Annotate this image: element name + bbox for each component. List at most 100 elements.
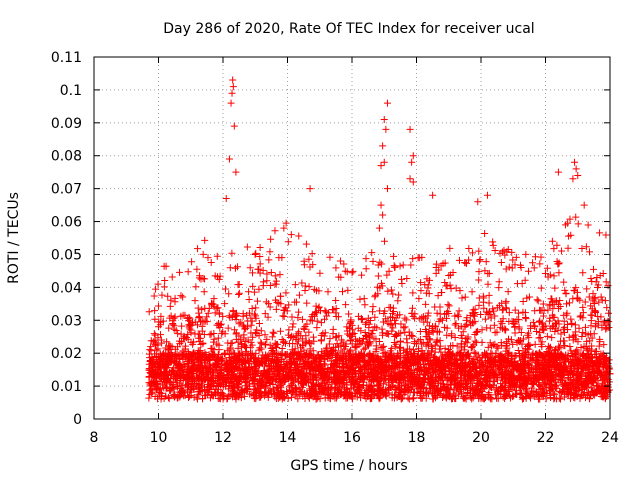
data-point [422, 300, 430, 308]
data-point [312, 374, 320, 382]
data-point [416, 335, 424, 343]
data-point [518, 279, 526, 287]
data-point [472, 385, 480, 393]
data-point [475, 395, 483, 403]
data-point [169, 319, 177, 327]
data-point [297, 363, 305, 371]
data-point [458, 356, 466, 364]
data-point [147, 343, 155, 351]
data-point [175, 355, 183, 363]
data-point [257, 338, 265, 346]
data-point [534, 297, 542, 305]
data-point [302, 369, 310, 377]
data-point [176, 376, 184, 384]
data-point [380, 237, 388, 245]
data-point [178, 381, 186, 389]
data-point [556, 337, 564, 345]
data-point [238, 343, 246, 351]
data-point [493, 388, 501, 396]
data-point [396, 311, 404, 319]
data-point [296, 387, 304, 395]
data-point [395, 389, 403, 397]
data-point [276, 292, 284, 300]
data-point [348, 393, 356, 401]
data-point [441, 259, 449, 267]
data-point [515, 316, 523, 324]
data-point [150, 330, 158, 338]
data-point [538, 325, 546, 333]
data-point [425, 290, 433, 298]
data-point [289, 320, 297, 328]
data-point [371, 313, 379, 321]
data-point [434, 292, 442, 300]
data-point [204, 254, 212, 262]
data-point [425, 375, 433, 383]
data-point [547, 343, 555, 351]
data-point [544, 306, 552, 314]
data-point [461, 293, 469, 301]
data-point [321, 307, 329, 315]
data-point [156, 361, 164, 369]
data-point [389, 355, 397, 363]
data-point [476, 256, 484, 264]
data-point [171, 313, 179, 321]
data-point [302, 240, 310, 248]
data-point [451, 321, 459, 329]
data-point [369, 257, 377, 265]
data-point [245, 288, 253, 296]
data-point [561, 328, 569, 336]
data-point [178, 322, 186, 330]
data-point [284, 369, 292, 377]
data-point [310, 337, 318, 345]
data-point [442, 282, 450, 290]
data-point [497, 258, 505, 266]
data-point [154, 380, 162, 388]
data-point [426, 385, 434, 393]
data-point [369, 308, 377, 316]
data-point [403, 274, 411, 282]
data-point [208, 300, 216, 308]
data-point [588, 346, 596, 354]
data-point [456, 287, 464, 295]
data-point [493, 328, 501, 336]
data-point [367, 365, 375, 373]
data-point [549, 298, 557, 306]
data-point [214, 394, 222, 402]
data-point [335, 273, 343, 281]
data-point [268, 333, 276, 341]
data-point [526, 354, 534, 362]
data-point [378, 331, 386, 339]
data-point [500, 246, 508, 254]
data-point [449, 395, 457, 403]
data-point [430, 368, 438, 376]
data-point [425, 381, 433, 389]
data-point [288, 332, 296, 340]
data-point [219, 381, 227, 389]
data-point [336, 257, 344, 265]
data-point [295, 232, 303, 240]
data-point [543, 264, 551, 272]
data-point [561, 358, 569, 366]
data-point [437, 262, 445, 270]
data-point [428, 390, 436, 398]
data-point [403, 335, 411, 343]
data-point [289, 333, 297, 341]
data-point [451, 380, 459, 388]
data-point [356, 390, 364, 398]
data-point [523, 345, 531, 353]
data-point [146, 366, 154, 374]
data-point [321, 361, 329, 369]
data-point [211, 390, 219, 398]
data-point [251, 312, 259, 320]
data-point [474, 327, 482, 335]
data-point [213, 304, 221, 312]
data-point [592, 320, 600, 328]
data-point [556, 387, 564, 395]
data-point [305, 328, 313, 336]
data-point [331, 375, 339, 383]
data-point [255, 387, 263, 395]
data-point [429, 395, 437, 403]
data-point [555, 353, 563, 361]
data-point [396, 262, 404, 270]
data-point [266, 303, 274, 311]
